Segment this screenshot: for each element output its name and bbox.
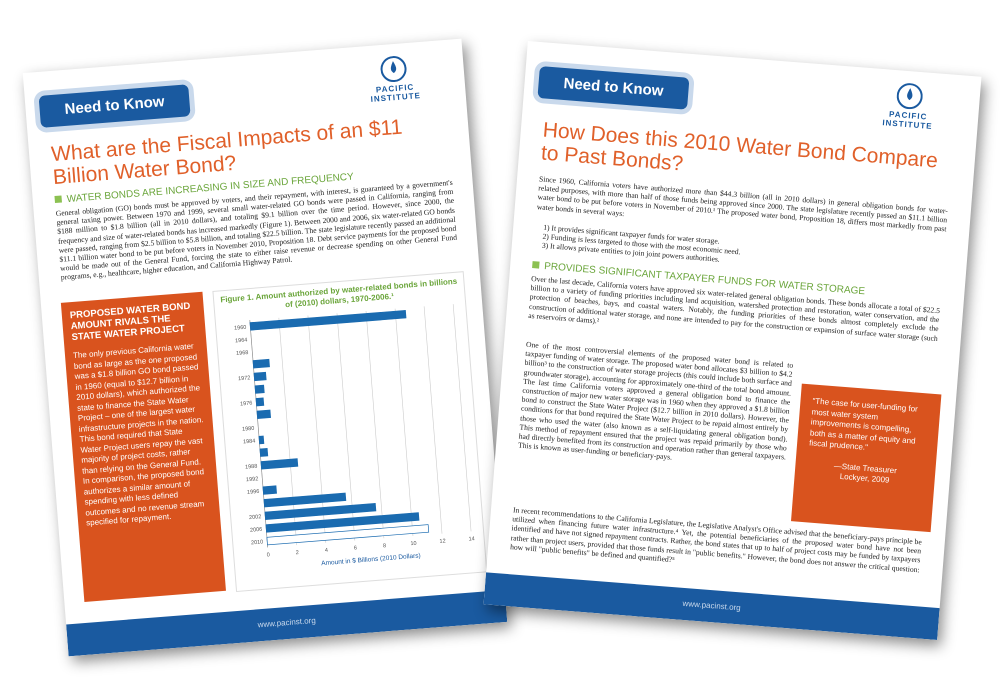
x-tick-label: 6 xyxy=(354,545,358,551)
bar xyxy=(256,409,272,419)
x-tick-label: 4 xyxy=(325,548,329,554)
footer: www.pacinst.org xyxy=(483,572,940,640)
x-tick-label: 12 xyxy=(439,538,446,544)
x-tick-label: 2 xyxy=(296,550,300,556)
grid-line xyxy=(336,313,356,541)
grid-line xyxy=(423,306,443,534)
bar xyxy=(252,358,270,369)
quote-text: "The case for user-funding for most wate… xyxy=(808,396,919,452)
grid-line xyxy=(452,304,472,532)
y-tick-label: 1972 xyxy=(238,375,251,382)
x-tick-label: 8 xyxy=(383,543,387,549)
figure: Figure 1. Amount authorized by water-rel… xyxy=(212,271,488,593)
x-axis-label: Amount in $ Billions (2010 Dollars) xyxy=(321,552,421,567)
x-tick-label: 0 xyxy=(267,552,271,558)
logo: PACIFIC INSTITUTE xyxy=(353,53,436,105)
bar xyxy=(260,458,299,470)
bar xyxy=(266,524,430,546)
quote-box: "The case for user-funding for most wate… xyxy=(791,383,942,533)
bar xyxy=(258,435,265,445)
y-tick-label: 1964 xyxy=(235,337,248,344)
bar xyxy=(265,512,420,533)
paragraph: One of the most controversial elements o… xyxy=(517,339,794,462)
logo: PACIFIC INSTITUTE xyxy=(867,80,950,132)
badge: Need to Know xyxy=(38,84,191,128)
grid-line xyxy=(394,308,414,536)
page-title: What are the Fiscal Impacts of an $11 Bi… xyxy=(50,115,404,190)
y-tick-label: 2010 xyxy=(251,539,264,546)
y-tick-label: 1980 xyxy=(242,426,255,433)
grid-line xyxy=(278,317,298,546)
x-tick-label: 10 xyxy=(410,541,417,547)
bar xyxy=(259,447,269,457)
axis-line xyxy=(249,320,268,548)
bar xyxy=(264,502,377,521)
chart: 0 2 4 6 8 10 12 14 Amount in $ Billions (2010 Do… xyxy=(234,304,475,567)
y-tick-label: 2002 xyxy=(249,514,262,521)
bar xyxy=(253,371,267,382)
logo-icon xyxy=(380,56,407,83)
y-tick-label: 1992 xyxy=(246,476,259,483)
sidebar-body: The only previous California water bond … xyxy=(72,341,205,528)
quote-attribution: —State Treasurer Lockyer, 2009 xyxy=(806,459,923,489)
bar xyxy=(255,397,265,407)
y-tick-label: 1996 xyxy=(247,489,260,496)
sidebar-title: PROPOSED WATER BOND AMOUNT RIVALS THE ST… xyxy=(69,300,191,344)
y-tick-label: 2006 xyxy=(250,527,263,534)
bar xyxy=(262,485,277,495)
y-tick-label: 1968 xyxy=(236,350,249,357)
left-page: Need to Know PACIFIC INSTITUTE What are … xyxy=(22,38,508,657)
bar xyxy=(249,310,407,331)
y-tick-label: 1988 xyxy=(245,464,258,471)
bar xyxy=(263,492,347,508)
right-page: Need to Know PACIFIC INSTITUTE How Does … xyxy=(483,41,982,640)
x-tick-label: 14 xyxy=(468,536,475,542)
sidebar: PROPOSED WATER BOND AMOUNT RIVALS THE ST… xyxy=(60,291,226,602)
badge: Need to Know xyxy=(537,66,690,110)
y-tick-label: 1960 xyxy=(234,325,247,332)
logo-icon xyxy=(896,83,923,110)
y-tick-label: 1984 xyxy=(243,438,256,445)
grid-line xyxy=(365,310,385,539)
bar xyxy=(254,384,265,394)
y-tick-label: 1976 xyxy=(240,401,253,408)
footer: www.pacinst.org xyxy=(66,589,508,657)
grid-line xyxy=(307,315,327,543)
